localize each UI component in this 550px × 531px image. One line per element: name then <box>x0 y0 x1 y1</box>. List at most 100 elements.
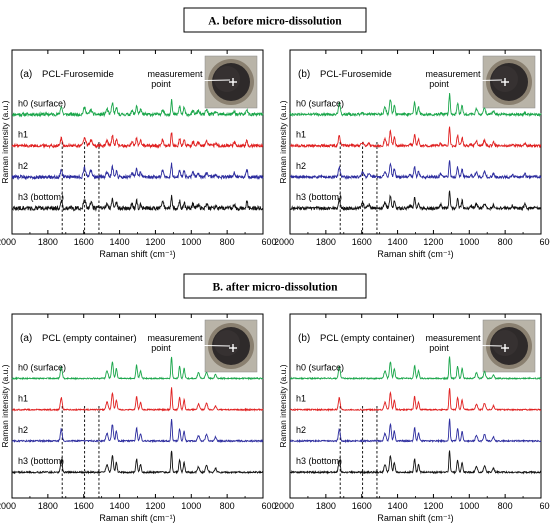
x-tick-label: 1400 <box>110 501 130 511</box>
x-tick-label: 1600 <box>74 237 94 247</box>
series-label: h0 (surface) <box>296 362 344 372</box>
spectra-panels: Raman intensity (a.u.) 2000 1800 1600 1400 12… <box>0 49 550 523</box>
panel-sample-label: PCL (empty container) <box>42 333 137 344</box>
spectrum-h2 <box>289 418 542 444</box>
series-label: h2 <box>296 161 306 171</box>
spectrum-h0 <box>290 356 542 381</box>
spectrum-h0 <box>11 99 264 118</box>
measurement-point-label: measurement point <box>425 69 481 89</box>
series-label: h0 (surface) <box>296 98 344 108</box>
panel-label: (b) <box>298 69 310 80</box>
y-axis-label: Raman intensity (a.u.) <box>278 100 288 183</box>
spectrum-h2 <box>11 419 264 444</box>
x-tick-label: 1400 <box>388 501 408 511</box>
series-label: h1 <box>18 130 28 140</box>
spectrum-h1 <box>289 388 542 412</box>
x-tick-label: 1800 <box>38 237 58 247</box>
callout-pointer <box>180 79 231 82</box>
spectrum-h3 <box>289 190 541 212</box>
sample-photo <box>482 55 536 109</box>
panel-sample-label: PCL-Furosemide <box>320 69 392 80</box>
x-tick-label: 1600 <box>352 501 372 511</box>
x-tick-label: 1400 <box>110 237 130 247</box>
series-label: h1 <box>296 394 306 404</box>
spectrum-h3 <box>11 450 264 475</box>
panel-label: (a) <box>20 333 32 344</box>
panel-sample-label: PCL (empty container) <box>320 333 415 344</box>
x-tick-label: 1800 <box>38 501 58 511</box>
callout-pointer <box>458 79 503 82</box>
x-tick-label: 600 <box>261 237 276 247</box>
panel-a-b: Raman intensity (a.u.) 2000 1800 1600 1400 12… <box>274 49 550 259</box>
panel-label: (b) <box>298 333 310 344</box>
x-tick-label: 800 <box>498 501 513 511</box>
series-label: h2 <box>18 161 28 171</box>
y-axis-label: Raman intensity (a.u.) <box>0 364 10 447</box>
x-tick-label: 1600 <box>352 237 372 247</box>
x-tick-label: 2000 <box>274 237 294 247</box>
series-label: h3 (bottom) <box>18 192 64 202</box>
measurement-point-label: measurement point <box>147 333 203 353</box>
x-tick-label: 1000 <box>181 237 201 247</box>
x-tick-label: 600 <box>539 501 550 511</box>
panel-b-a: Raman intensity (a.u.) 2000 1800 1600 1400 12… <box>0 313 277 523</box>
x-tick-label: 1000 <box>459 501 479 511</box>
x-tick-label: 1000 <box>181 501 201 511</box>
sample-photo <box>204 55 258 109</box>
x-axis-label: Raman shift (cm⁻¹) <box>377 249 453 259</box>
panel-b-b: Raman intensity (a.u.) 2000 1800 1600 1400 12… <box>274 313 550 523</box>
series-label: h1 <box>18 394 28 404</box>
y-axis-label: Raman intensity (a.u.) <box>278 364 288 447</box>
x-tick-label: 1400 <box>388 237 408 247</box>
x-tick-label: 1600 <box>74 501 94 511</box>
series-label: h1 <box>296 130 306 140</box>
spectrum-h3 <box>11 194 264 212</box>
spectrum-h0 <box>11 356 264 381</box>
x-axis-label: Raman shift (cm⁻¹) <box>99 513 175 523</box>
section-b-title-box: B. after micro-dissolution <box>183 273 367 299</box>
callout-pointer <box>180 344 231 347</box>
series-label: h3 (bottom) <box>18 456 64 466</box>
x-tick-label: 800 <box>220 501 235 511</box>
series-label: h3 (bottom) <box>296 456 342 466</box>
spectrum-h1 <box>289 126 542 149</box>
x-tick-label: 2000 <box>274 501 294 511</box>
series-label: h2 <box>296 425 306 435</box>
x-tick-label: 1200 <box>145 237 165 247</box>
panel-a-a: Raman intensity (a.u.) 2000 1800 1600 1400 12… <box>0 49 277 259</box>
x-tick-label: 1800 <box>316 501 336 511</box>
spectrum-h2 <box>11 162 264 181</box>
spectrum-h0 <box>289 92 542 118</box>
spectrum-h3 <box>290 450 542 475</box>
x-tick-label: 1800 <box>316 237 336 247</box>
section-a-title: A. before micro-dissolution <box>208 16 342 28</box>
x-tick-label: 800 <box>220 237 235 247</box>
x-tick-label: 1200 <box>423 237 443 247</box>
section-b-title: B. after micro-dissolution <box>212 282 338 294</box>
x-tick-label: 600 <box>539 237 550 247</box>
measurement-point-label: measurement point <box>147 69 203 89</box>
x-axis-label: Raman shift (cm⁻¹) <box>99 249 175 259</box>
measurement-point-label: measurement point <box>425 333 481 353</box>
x-tick-label: 2000 <box>0 237 16 247</box>
x-tick-label: 600 <box>261 501 276 511</box>
series-label: h0 (surface) <box>18 98 66 108</box>
callout-pointer <box>458 344 503 347</box>
x-tick-label: 1200 <box>423 501 443 511</box>
series-label: h3 (bottom) <box>296 192 342 202</box>
spectrum-h2 <box>290 160 542 180</box>
series-label: h0 (surface) <box>18 362 66 372</box>
spectrum-h1 <box>11 132 264 149</box>
sample-photo <box>482 319 536 373</box>
y-axis-label: Raman intensity (a.u.) <box>0 100 10 183</box>
x-axis-label: Raman shift (cm⁻¹) <box>377 513 453 523</box>
series-label: h2 <box>18 425 28 435</box>
panel-label: (a) <box>20 69 32 80</box>
section-a-title-box: A. before micro-dissolution <box>183 7 367 33</box>
x-tick-label: 1200 <box>145 501 165 511</box>
x-tick-label: 2000 <box>0 501 16 511</box>
panel-sample-label: PCL-Furosemide <box>42 69 114 80</box>
spectrum-h1 <box>11 387 264 412</box>
x-tick-label: 1000 <box>459 237 479 247</box>
